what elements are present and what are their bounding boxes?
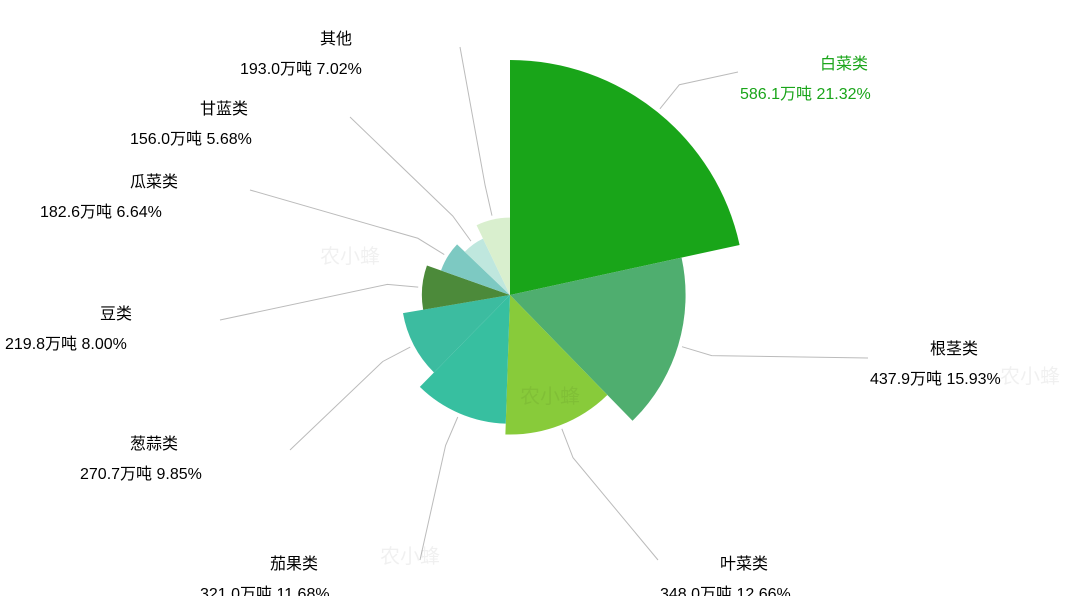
slice-label-value: 586.1万吨 21.32% [740, 80, 871, 104]
leader-line [350, 117, 471, 241]
slice-label-name: 瓜菜类 [130, 168, 178, 192]
slice-label-name: 白菜类 [820, 50, 868, 74]
slice-label-value: 182.6万吨 6.64% [40, 198, 162, 222]
slice-label-value: 219.8万吨 8.00% [5, 330, 127, 354]
leader-line [660, 72, 738, 109]
slice-label-name: 茄果类 [270, 550, 318, 574]
slice-label-name: 根茎类 [930, 335, 978, 359]
leader-line [290, 347, 410, 450]
slice-label-name: 葱蒜类 [130, 430, 178, 454]
slice-label-name: 其他 [320, 25, 352, 49]
leader-line [250, 190, 444, 255]
slice-label-value: 156.0万吨 5.68% [130, 125, 252, 149]
slice-label-value: 270.7万吨 9.85% [80, 460, 202, 484]
slice-label-value: 193.0万吨 7.02% [240, 55, 362, 79]
leader-line [562, 429, 658, 560]
leader-line [420, 417, 458, 560]
slice-label-value: 321.0万吨 11.68% [200, 580, 330, 596]
chart-svg [0, 0, 1080, 596]
slice-label-name: 叶菜类 [720, 550, 768, 574]
leader-line [682, 347, 868, 358]
slice-label-value: 437.9万吨 15.93% [870, 365, 1001, 389]
slice-label-value: 348.0万吨 12.66% [660, 580, 791, 596]
leader-line [460, 47, 492, 216]
slice-label-name: 甘蓝类 [200, 95, 248, 119]
leader-line [220, 284, 418, 320]
slice-label-name: 豆类 [100, 300, 132, 324]
nightingale-pie-chart: 农小蜂农小蜂农小蜂农小蜂白菜类586.1万吨 21.32%根茎类437.9万吨 … [0, 0, 1080, 596]
pie-slice [510, 60, 740, 295]
